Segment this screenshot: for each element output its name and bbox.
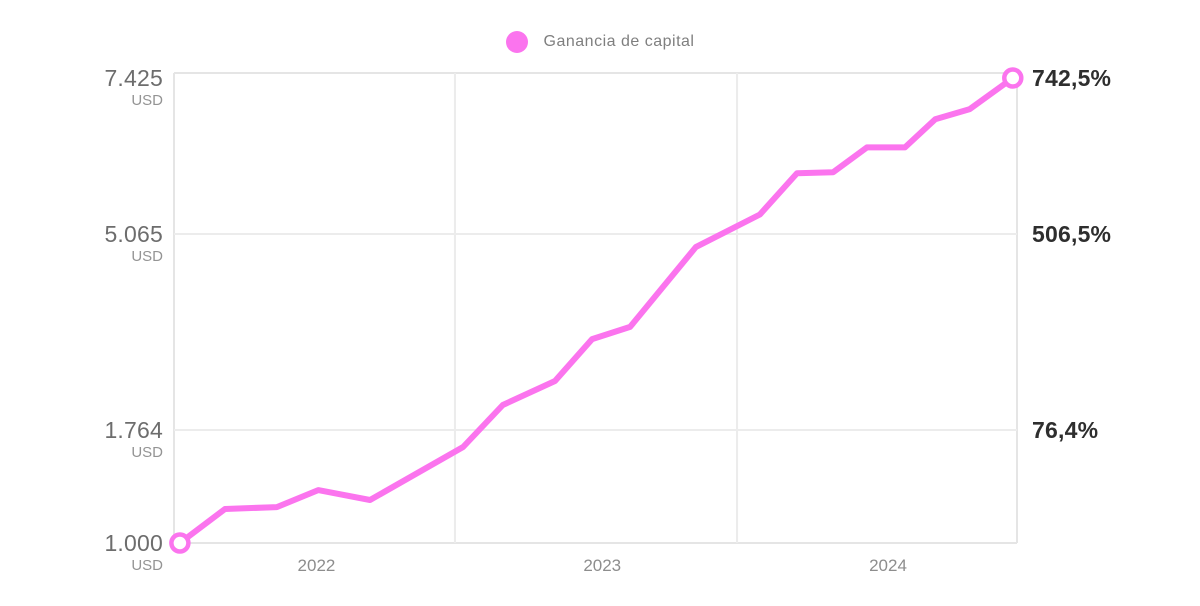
data-point-marker-start xyxy=(169,532,191,554)
series-color-dot-icon xyxy=(505,31,528,53)
legend-label: Ganancia de capital xyxy=(543,33,695,50)
chart-legend: Ganancia de capital xyxy=(0,30,1200,54)
series-line xyxy=(176,75,1016,546)
data-point-marker-end xyxy=(1002,67,1024,89)
